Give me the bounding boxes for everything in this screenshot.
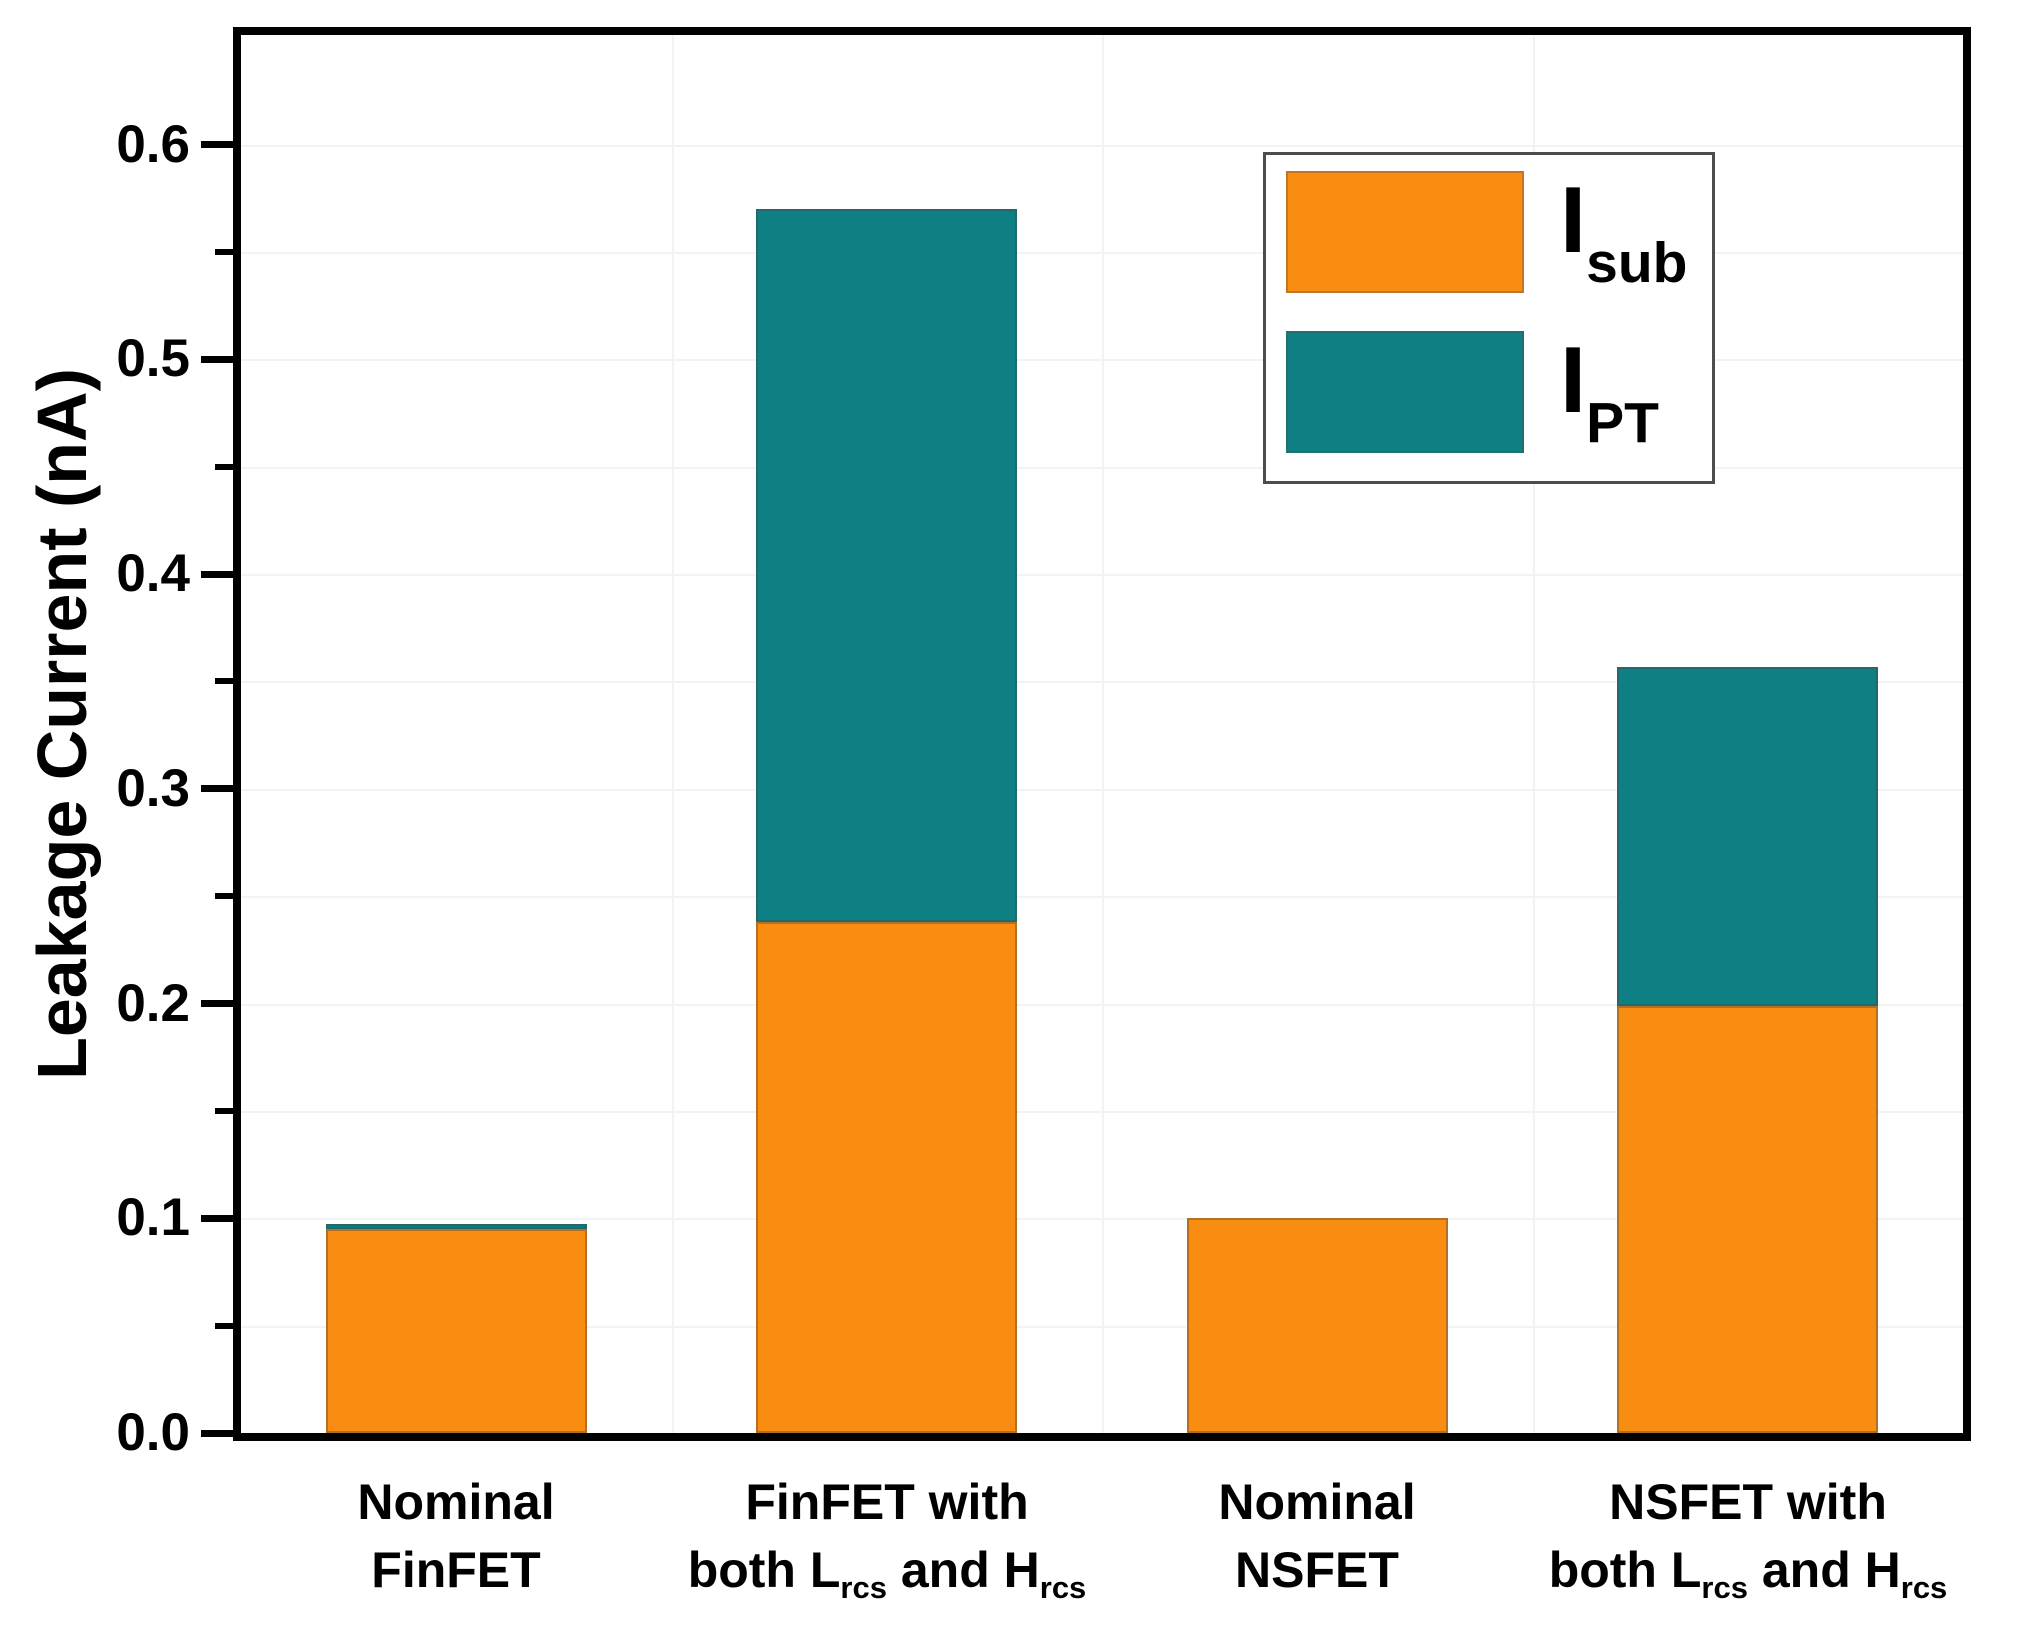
x-category-label-nsfet-rcs: NSFET with both Lrcs and Hrcs (1368, 1468, 2025, 1611)
label-text: Nominal (1218, 1474, 1416, 1530)
y-axis-major-tick (201, 785, 233, 792)
legend: Isub IPT (1263, 152, 1715, 484)
x-category-label-line: Nominal (76, 1468, 836, 1536)
y-axis-major-tick (201, 1430, 233, 1437)
y-axis-major-tick (201, 141, 233, 148)
legend-swatch-Isub (1286, 171, 1524, 293)
y-axis-tick-label: 0.2 (116, 974, 190, 1033)
x-category-label-nominal-finfet: Nominal FinFET (76, 1468, 836, 1604)
y-axis-minor-tick (215, 1108, 233, 1114)
y-axis-minor-tick (215, 1323, 233, 1329)
plot-frame (233, 27, 1971, 1441)
subscript-text: rcs (1701, 1570, 1748, 1605)
legend-label-subscript: sub (1586, 231, 1688, 295)
legend-label-IPT: IPT (1560, 325, 1659, 455)
plot-area (241, 35, 1963, 1433)
vertical-gridline (672, 35, 674, 1433)
y-axis-tick-label: 0.1 (116, 1188, 190, 1247)
y-axis-major-tick (201, 356, 233, 363)
bar-segment-Isub-nominal-nsfet (1187, 1218, 1448, 1433)
subscript-text: rcs (1900, 1570, 1948, 1605)
label-text: Nominal (357, 1474, 555, 1530)
bar-segment-IPT-finfet-rcs (756, 209, 1017, 922)
bar-segment-IPT-nominal-finfet (326, 1224, 587, 1229)
y-axis-minor-tick (215, 893, 233, 899)
y-axis-tick-label: 0.3 (116, 759, 190, 818)
label-text: both L (687, 1542, 841, 1598)
y-axis-minor-tick (215, 249, 233, 255)
y-axis-tick-label: 0.4 (116, 544, 190, 603)
x-category-label-finfet-rcs: FinFET with both Lrcs and Hrcs (507, 1468, 1267, 1611)
x-category-label-nominal-nsfet: Nominal NSFET (937, 1468, 1697, 1604)
x-category-label-line: NSFET with (1368, 1468, 2025, 1536)
y-axis-tick-label: 0.0 (116, 1403, 190, 1462)
label-text: NSFET (1235, 1542, 1399, 1598)
bar-segment-IPT-nsfet-rcs (1617, 667, 1878, 1006)
y-axis-major-tick (201, 1000, 233, 1007)
legend-label-subscript: PT (1586, 391, 1659, 455)
y-axis-major-tick (201, 571, 233, 578)
y-axis-minor-tick (215, 678, 233, 684)
x-category-label-line: NSFET (937, 1536, 1697, 1604)
y-axis-tick-label: 0.6 (116, 115, 190, 174)
subscript-text: rcs (1039, 1570, 1087, 1605)
y-axis-tick-label: 0.5 (116, 329, 190, 388)
label-text: and H (886, 1542, 1040, 1598)
legend-label-Isub: Isub (1560, 165, 1687, 295)
bar-segment-Isub-nsfet-rcs (1617, 1006, 1878, 1433)
legend-swatch-IPT (1286, 331, 1524, 453)
y-axis-major-tick (201, 1215, 233, 1222)
x-category-label-line: FinFET (76, 1536, 836, 1604)
subscript-text: rcs (840, 1570, 887, 1605)
vertical-gridline (1102, 35, 1104, 1433)
x-category-label-line: FinFET with (507, 1468, 1267, 1536)
label-text: NSFET with (1609, 1474, 1887, 1530)
y-axis-minor-tick (215, 464, 233, 470)
bar-segment-Isub-finfet-rcs (756, 922, 1017, 1433)
label-text: both L (1548, 1542, 1702, 1598)
vertical-gridline (1533, 35, 1535, 1433)
label-text: FinFET with (745, 1474, 1029, 1530)
x-category-label-line: both Lrcs and Hrcs (1368, 1536, 2025, 1611)
label-text: and H (1747, 1542, 1901, 1598)
label-text: FinFET (371, 1542, 541, 1598)
legend-label-main: I (1560, 167, 1587, 272)
x-category-label-line: Nominal (937, 1468, 1697, 1536)
x-category-label-line: both Lrcs and Hrcs (507, 1536, 1267, 1611)
legend-label-main: I (1560, 327, 1587, 432)
bar-segment-Isub-nominal-finfet (326, 1229, 587, 1433)
